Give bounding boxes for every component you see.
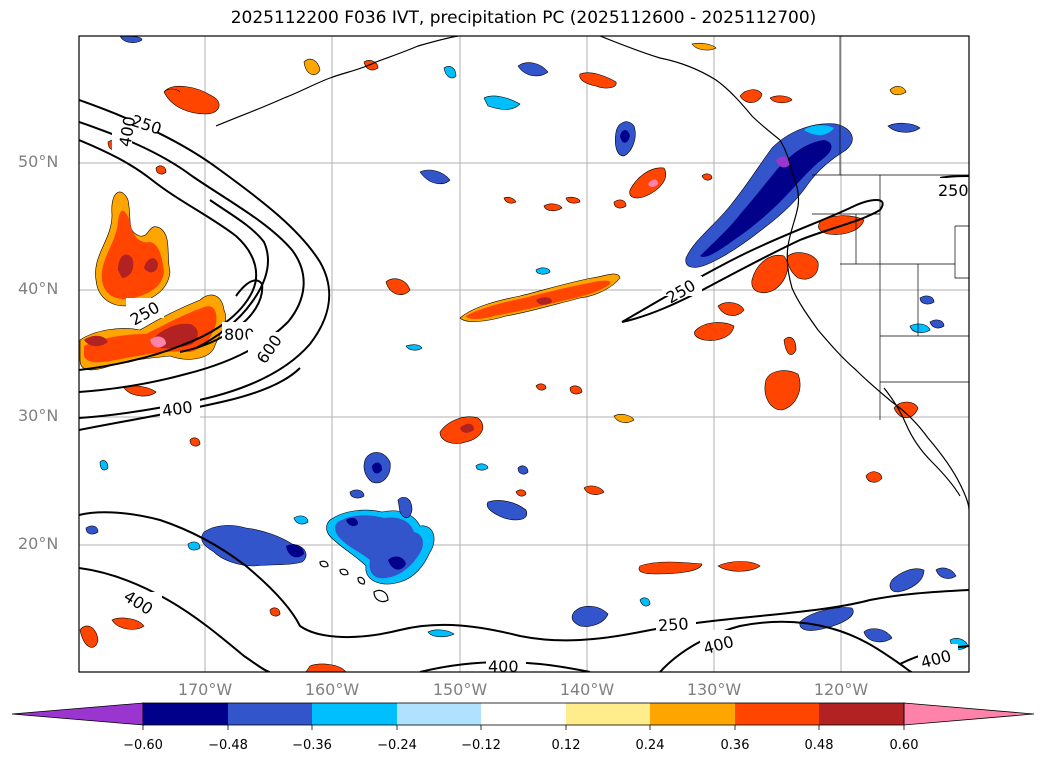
colorbar-segment [650, 703, 735, 725]
colorbar-tick-label: 0.48 [804, 738, 834, 753]
lon-label-170w: 170°W [177, 680, 233, 699]
colorbar-segment [819, 703, 904, 725]
colorbar-tick-label: −0.48 [208, 738, 248, 753]
colorbar-extend-high [903, 702, 1035, 726]
lon-label-120w: 120°W [813, 680, 869, 699]
colorbar-extend-low [11, 702, 144, 726]
colorbar [11, 702, 1035, 730]
colorbar-segment [481, 703, 566, 725]
precip-blob-california [751, 254, 788, 293]
lat-label-20n: 20°N [18, 534, 59, 553]
colorbar-tick-label: 0.24 [635, 738, 665, 753]
contour-label: 250 [938, 181, 969, 200]
ivt-contour-250-ar [621, 199, 884, 323]
colorbar-segment [735, 703, 819, 725]
contour-label: 800 [224, 325, 255, 344]
ivt-contour-south-1 [79, 511, 969, 642]
colorbar-segment [312, 703, 397, 725]
lon-label-130w: 130°W [686, 680, 742, 699]
map-title: 2025112200 F036 IVT, precipitation PC (2… [230, 8, 817, 28]
contour-label: 400 [161, 397, 194, 420]
map-frame [78, 35, 970, 673]
colorbar-tick-label: 0.36 [720, 738, 750, 753]
ivt-contour-400-west [79, 121, 305, 393]
precip-blob-northwest [163, 85, 220, 115]
coastlines [215, 36, 969, 603]
colorbar-tick-label: −0.24 [377, 738, 417, 753]
colorbar-tick-label: 0.60 [889, 738, 919, 753]
colorbar-tick-label: −0.12 [461, 738, 501, 753]
coastline-west-coast [779, 139, 969, 511]
coastline-hawaii [319, 560, 329, 568]
precip-blob-46N [629, 167, 666, 199]
lat-label-40n: 40°N [18, 279, 59, 298]
lat-label-50n: 50°N [18, 152, 59, 171]
contour-label: 400 [488, 657, 519, 676]
contour-label: 250 [657, 614, 689, 635]
colorbar-tick-label: 0.12 [551, 738, 581, 753]
colorbar-tick-label: −0.36 [292, 738, 332, 753]
lon-label-160w: 160°W [304, 680, 360, 699]
precip-negative-regions [85, 36, 969, 650]
colorbar-segment [143, 703, 228, 725]
colorbar-segment [566, 703, 650, 725]
lon-label-140w: 140°W [559, 680, 615, 699]
ivt-contour-south-2 [79, 567, 271, 672]
colorbar-segment [397, 703, 481, 725]
precip-positive-regions [79, 42, 919, 672]
lon-label-150w: 150°W [432, 680, 488, 699]
coastline-alaska [215, 36, 459, 127]
colorbar-segment [228, 703, 312, 725]
colorbar-tick-label: −0.60 [123, 738, 163, 753]
lat-label-30n: 30°N [18, 406, 59, 425]
political-borders [812, 36, 969, 420]
